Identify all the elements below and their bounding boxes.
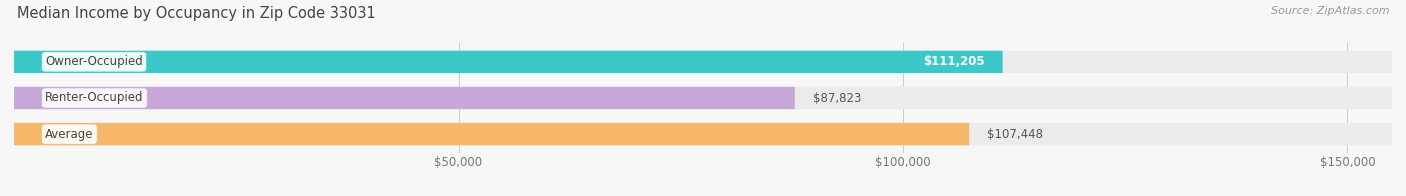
- Text: $87,823: $87,823: [813, 92, 860, 104]
- Text: Renter-Occupied: Renter-Occupied: [45, 92, 143, 104]
- FancyBboxPatch shape: [14, 87, 794, 109]
- FancyBboxPatch shape: [14, 87, 1392, 109]
- FancyBboxPatch shape: [14, 123, 969, 145]
- FancyBboxPatch shape: [14, 123, 1392, 145]
- Text: $111,205: $111,205: [924, 55, 984, 68]
- Text: Owner-Occupied: Owner-Occupied: [45, 55, 143, 68]
- Text: Source: ZipAtlas.com: Source: ZipAtlas.com: [1271, 6, 1389, 16]
- Text: $107,448: $107,448: [987, 128, 1043, 141]
- FancyBboxPatch shape: [14, 51, 1392, 73]
- Text: Median Income by Occupancy in Zip Code 33031: Median Income by Occupancy in Zip Code 3…: [17, 6, 375, 21]
- FancyBboxPatch shape: [14, 51, 1002, 73]
- Text: Average: Average: [45, 128, 94, 141]
